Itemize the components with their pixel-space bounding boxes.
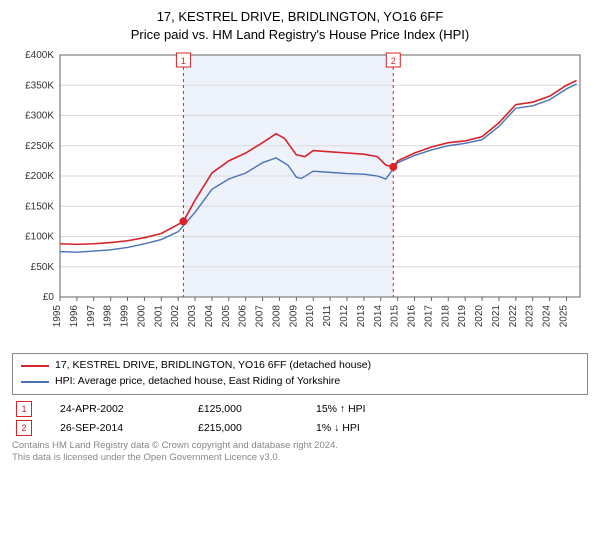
marker-delta-2: 1% ↓ HPI	[316, 422, 360, 434]
svg-text:2017: 2017	[423, 305, 434, 328]
svg-text:2022: 2022	[508, 305, 519, 328]
chart: £0 £50K £100K £150K £200K £250K £300K £350K £400…	[12, 47, 588, 347]
svg-text:£200K: £200K	[25, 171, 54, 182]
license-line2: This data is licensed under the Open Gov…	[12, 452, 588, 465]
svg-text:£250K: £250K	[25, 141, 54, 152]
svg-text:2014: 2014	[373, 305, 384, 328]
marker-row-2: 2 26-SEP-2014 £215,000 1% ↓ HPI	[12, 420, 588, 436]
marker-date-2: 26-SEP-2014	[60, 422, 170, 434]
svg-text:2016: 2016	[407, 305, 418, 328]
svg-text:2007: 2007	[255, 305, 266, 328]
svg-text:1999: 1999	[120, 305, 131, 328]
svg-text:1997: 1997	[86, 305, 97, 328]
chart-svg: £0 £50K £100K £150K £200K £250K £300K £350K £400…	[12, 47, 588, 347]
marker-badge-1: 1	[16, 401, 32, 417]
legend: 17, KESTREL DRIVE, BRIDLINGTON, YO16 6FF…	[12, 353, 588, 395]
svg-text:2008: 2008	[271, 305, 282, 328]
svg-text:2013: 2013	[356, 305, 367, 328]
svg-text:2018: 2018	[440, 305, 451, 328]
license-line1: Contains HM Land Registry data © Crown c…	[12, 440, 588, 453]
marker-row-1: 1 24-APR-2002 £125,000 15% ↑ HPI	[12, 401, 588, 417]
svg-text:2020: 2020	[474, 305, 485, 328]
svg-text:£400K: £400K	[25, 50, 54, 61]
legend-row-1: 17, KESTREL DRIVE, BRIDLINGTON, YO16 6FF…	[21, 358, 579, 374]
title-line1: 17, KESTREL DRIVE, BRIDLINGTON, YO16 6FF	[12, 8, 588, 26]
svg-text:2010: 2010	[305, 305, 316, 328]
svg-text:2004: 2004	[204, 305, 215, 328]
svg-text:2012: 2012	[339, 305, 350, 328]
marker-delta-1: 15% ↑ HPI	[316, 403, 366, 415]
svg-text:2019: 2019	[457, 305, 468, 328]
svg-text:£150K: £150K	[25, 201, 54, 212]
legend-swatch-1	[21, 365, 49, 367]
marker-price-1: £125,000	[198, 403, 288, 415]
svg-text:2005: 2005	[221, 305, 232, 328]
svg-text:2025: 2025	[558, 305, 569, 328]
chart-title: 17, KESTREL DRIVE, BRIDLINGTON, YO16 6FF…	[12, 8, 588, 43]
svg-text:2023: 2023	[525, 305, 536, 328]
svg-text:£0: £0	[43, 292, 55, 303]
svg-text:2015: 2015	[390, 305, 401, 328]
title-line2: Price paid vs. HM Land Registry's House …	[12, 26, 588, 44]
svg-text:1: 1	[181, 56, 186, 66]
svg-text:2001: 2001	[153, 305, 164, 328]
svg-text:2011: 2011	[322, 305, 333, 327]
marker-table: 1 24-APR-2002 £125,000 15% ↑ HPI 2 26-SE…	[12, 401, 588, 436]
svg-text:1995: 1995	[52, 305, 63, 328]
marker-price-2: £215,000	[198, 422, 288, 434]
svg-text:2006: 2006	[238, 305, 249, 328]
svg-text:2003: 2003	[187, 305, 198, 328]
svg-text:2002: 2002	[170, 305, 181, 328]
svg-text:£350K: £350K	[25, 80, 54, 91]
svg-text:2024: 2024	[542, 305, 553, 328]
svg-text:2000: 2000	[136, 305, 147, 328]
svg-text:£100K: £100K	[25, 232, 54, 243]
svg-text:2: 2	[391, 56, 396, 66]
svg-text:2009: 2009	[288, 305, 299, 328]
svg-text:1996: 1996	[69, 305, 80, 328]
svg-text:£50K: £50K	[31, 262, 55, 273]
legend-row-2: HPI: Average price, detached house, East…	[21, 374, 579, 390]
svg-text:2021: 2021	[491, 305, 502, 328]
legend-label-1: 17, KESTREL DRIVE, BRIDLINGTON, YO16 6FF…	[55, 358, 371, 374]
marker-badge-2: 2	[16, 420, 32, 436]
license-text: Contains HM Land Registry data © Crown c…	[12, 440, 588, 466]
svg-text:£300K: £300K	[25, 111, 54, 122]
legend-label-2: HPI: Average price, detached house, East…	[55, 374, 340, 390]
marker-date-1: 24-APR-2002	[60, 403, 170, 415]
legend-swatch-2	[21, 381, 49, 383]
svg-text:1998: 1998	[103, 305, 114, 328]
